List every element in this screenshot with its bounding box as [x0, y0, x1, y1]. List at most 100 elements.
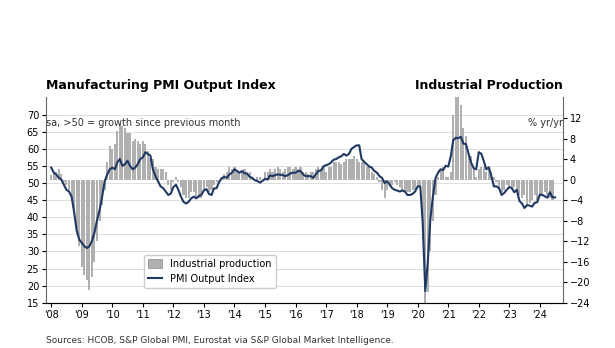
- Bar: [228, 167, 231, 180]
- Bar: [300, 167, 301, 180]
- Bar: [145, 144, 146, 180]
- Bar: [338, 161, 340, 180]
- Bar: [346, 159, 347, 180]
- Bar: [65, 180, 68, 185]
- Bar: [246, 174, 248, 180]
- Bar: [147, 151, 149, 180]
- Bar: [170, 180, 172, 190]
- Bar: [127, 133, 129, 180]
- Bar: [475, 177, 477, 180]
- Legend: Industrial production, PMI Output Index: Industrial production, PMI Output Index: [144, 255, 276, 288]
- Bar: [234, 167, 236, 180]
- Bar: [96, 180, 98, 241]
- Bar: [424, 180, 426, 323]
- Bar: [401, 180, 403, 190]
- Bar: [353, 157, 355, 180]
- Bar: [419, 180, 421, 187]
- Bar: [414, 180, 416, 190]
- Bar: [190, 180, 192, 192]
- Bar: [152, 159, 154, 180]
- Bar: [266, 172, 269, 180]
- Bar: [290, 167, 292, 180]
- Bar: [355, 159, 358, 180]
- Bar: [53, 173, 55, 180]
- Bar: [333, 161, 335, 180]
- Bar: [325, 172, 327, 180]
- Bar: [282, 172, 284, 180]
- Bar: [445, 177, 446, 180]
- Bar: [317, 167, 319, 180]
- Bar: [351, 159, 352, 180]
- Bar: [264, 172, 266, 180]
- Bar: [493, 177, 495, 180]
- Bar: [292, 169, 294, 180]
- Bar: [165, 172, 167, 180]
- Bar: [528, 180, 531, 203]
- Bar: [322, 167, 325, 180]
- Bar: [132, 141, 133, 180]
- Bar: [447, 177, 450, 180]
- Bar: [60, 174, 62, 180]
- Bar: [330, 167, 332, 180]
- Bar: [458, 31, 459, 180]
- Bar: [513, 180, 515, 187]
- Bar: [149, 159, 151, 180]
- Bar: [320, 169, 322, 180]
- Bar: [516, 180, 518, 192]
- Bar: [116, 131, 118, 180]
- Bar: [121, 126, 124, 180]
- Bar: [101, 180, 103, 205]
- Bar: [483, 167, 485, 180]
- Bar: [208, 180, 210, 192]
- Bar: [183, 180, 184, 195]
- Bar: [98, 180, 101, 221]
- Bar: [389, 180, 391, 187]
- Bar: [503, 180, 506, 190]
- Bar: [269, 169, 271, 180]
- Bar: [442, 167, 444, 180]
- Text: sa, >50 = growth since previous month: sa, >50 = growth since previous month: [46, 118, 240, 128]
- Bar: [340, 164, 343, 180]
- Bar: [159, 169, 162, 180]
- Bar: [162, 169, 164, 180]
- Bar: [134, 139, 136, 180]
- Bar: [546, 180, 549, 195]
- Bar: [404, 180, 406, 192]
- Bar: [534, 180, 536, 195]
- Bar: [396, 180, 399, 185]
- Bar: [440, 169, 442, 180]
- Bar: [335, 161, 337, 180]
- Bar: [277, 167, 279, 180]
- Bar: [167, 180, 169, 185]
- Bar: [416, 180, 419, 187]
- Bar: [480, 167, 482, 180]
- Bar: [315, 169, 317, 180]
- Bar: [55, 172, 57, 180]
- Bar: [409, 180, 411, 192]
- Bar: [496, 180, 498, 182]
- Bar: [462, 128, 464, 180]
- Bar: [381, 180, 383, 190]
- Bar: [50, 175, 52, 180]
- Bar: [185, 180, 187, 198]
- Bar: [295, 167, 296, 180]
- Bar: [248, 172, 251, 180]
- Bar: [536, 180, 538, 200]
- Bar: [501, 180, 502, 192]
- Bar: [467, 154, 470, 180]
- Bar: [139, 144, 141, 180]
- Bar: [93, 180, 95, 262]
- Bar: [279, 169, 281, 180]
- Bar: [358, 161, 360, 180]
- Bar: [154, 167, 157, 180]
- Bar: [450, 172, 452, 180]
- Bar: [391, 180, 393, 185]
- Bar: [198, 180, 200, 198]
- Text: % yr/yr: % yr/yr: [528, 118, 563, 128]
- Bar: [231, 169, 233, 180]
- Bar: [363, 161, 365, 180]
- Bar: [287, 167, 289, 180]
- Bar: [84, 180, 85, 275]
- Bar: [411, 180, 414, 190]
- Bar: [114, 144, 116, 180]
